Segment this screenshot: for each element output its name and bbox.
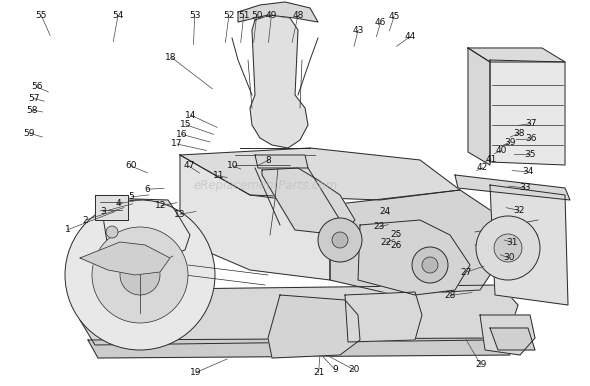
Text: 12: 12 — [155, 201, 167, 210]
Text: 41: 41 — [485, 154, 497, 164]
Text: 55: 55 — [35, 11, 47, 20]
Text: 60: 60 — [125, 161, 137, 171]
Polygon shape — [358, 220, 470, 295]
Polygon shape — [455, 175, 570, 200]
Polygon shape — [490, 328, 535, 350]
Text: 48: 48 — [292, 11, 304, 20]
Text: 20: 20 — [348, 365, 360, 374]
Polygon shape — [80, 285, 518, 345]
Text: 18: 18 — [165, 52, 177, 62]
Text: 24: 24 — [379, 207, 391, 216]
Text: 3: 3 — [100, 207, 106, 216]
Circle shape — [494, 234, 522, 262]
Text: 51: 51 — [238, 11, 250, 20]
Polygon shape — [490, 185, 568, 305]
Text: 10: 10 — [227, 161, 239, 171]
Text: 9: 9 — [332, 365, 338, 374]
Polygon shape — [468, 48, 565, 62]
Text: 22: 22 — [381, 238, 392, 247]
Text: 50: 50 — [251, 11, 263, 20]
Text: 26: 26 — [391, 240, 402, 250]
Polygon shape — [80, 242, 170, 275]
Text: 53: 53 — [189, 11, 201, 20]
Text: 52: 52 — [223, 11, 235, 20]
Text: 54: 54 — [112, 11, 124, 20]
Polygon shape — [345, 292, 422, 342]
Text: 45: 45 — [388, 12, 400, 21]
Text: 1: 1 — [65, 225, 71, 234]
Text: 44: 44 — [404, 32, 416, 41]
Text: 8: 8 — [266, 156, 271, 165]
Polygon shape — [468, 48, 490, 165]
Polygon shape — [180, 155, 330, 280]
Text: 4: 4 — [115, 199, 121, 208]
Text: 29: 29 — [475, 360, 487, 369]
Text: 27: 27 — [460, 267, 472, 277]
Text: 5: 5 — [129, 192, 135, 201]
Circle shape — [332, 232, 348, 248]
Text: 33: 33 — [519, 183, 531, 193]
Circle shape — [476, 216, 540, 280]
Text: 34: 34 — [522, 167, 534, 176]
Text: 17: 17 — [171, 139, 183, 149]
Polygon shape — [268, 295, 360, 358]
Polygon shape — [180, 148, 460, 200]
Text: 31: 31 — [506, 238, 518, 247]
Text: 49: 49 — [266, 11, 277, 20]
Text: 36: 36 — [525, 134, 537, 144]
Text: 14: 14 — [185, 110, 196, 120]
Polygon shape — [100, 198, 190, 255]
Circle shape — [65, 200, 215, 350]
Text: 57: 57 — [28, 94, 40, 103]
Polygon shape — [255, 155, 308, 168]
Text: 32: 32 — [513, 206, 525, 215]
Text: 39: 39 — [504, 137, 516, 147]
Text: 43: 43 — [352, 25, 364, 35]
Text: 42: 42 — [477, 163, 489, 173]
Text: 47: 47 — [183, 161, 195, 171]
Polygon shape — [238, 2, 318, 22]
Text: 46: 46 — [375, 18, 386, 27]
Text: 2: 2 — [83, 215, 88, 225]
Text: 13: 13 — [174, 210, 186, 219]
Text: 21: 21 — [313, 368, 324, 377]
Circle shape — [412, 247, 448, 283]
Text: 35: 35 — [524, 150, 536, 159]
Text: eReplacementParts.com: eReplacementParts.com — [194, 179, 337, 192]
Text: 25: 25 — [391, 230, 402, 239]
Circle shape — [318, 218, 362, 262]
Polygon shape — [262, 168, 355, 235]
Polygon shape — [480, 315, 535, 355]
Text: 11: 11 — [212, 171, 224, 180]
Circle shape — [106, 226, 118, 238]
Polygon shape — [490, 60, 565, 165]
Text: 40: 40 — [496, 146, 507, 155]
Polygon shape — [330, 190, 520, 295]
Text: 30: 30 — [503, 253, 514, 262]
Text: 56: 56 — [31, 82, 42, 91]
Text: 6: 6 — [145, 185, 150, 194]
Text: 58: 58 — [27, 105, 38, 115]
Text: 37: 37 — [525, 119, 537, 128]
Text: 28: 28 — [444, 291, 456, 300]
Text: 59: 59 — [24, 129, 35, 138]
Text: 19: 19 — [190, 368, 202, 377]
Polygon shape — [250, 15, 308, 148]
Polygon shape — [95, 195, 128, 220]
Text: 38: 38 — [513, 129, 525, 138]
Text: 16: 16 — [176, 130, 188, 139]
Circle shape — [422, 257, 438, 273]
Text: 23: 23 — [373, 222, 385, 232]
Circle shape — [92, 227, 188, 323]
Polygon shape — [88, 338, 510, 358]
Text: 15: 15 — [180, 120, 192, 129]
Circle shape — [120, 255, 160, 295]
